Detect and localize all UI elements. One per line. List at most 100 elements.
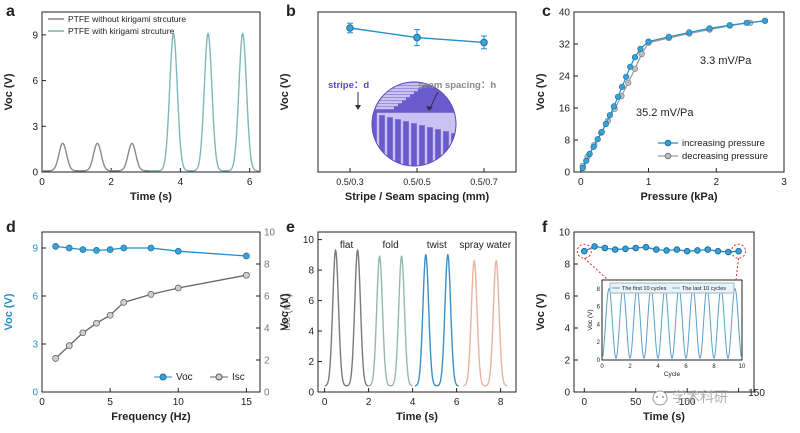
inset-series-line: [601, 288, 743, 359]
x-tick-label: 0: [582, 397, 588, 408]
data-point: [591, 243, 598, 250]
data-point: [583, 157, 590, 164]
data-point: [79, 246, 87, 253]
data-point: [610, 103, 618, 110]
x-tick-label: 50: [630, 397, 642, 408]
y-tick-label: 8: [564, 136, 570, 147]
data-point: [147, 291, 155, 298]
series-line: [324, 248, 369, 387]
y-tick-label: 9: [32, 244, 38, 255]
x-tick-label: 0: [322, 397, 328, 408]
data-point: [243, 252, 250, 260]
legend-entry: PTFE without kirigami strcuture: [68, 14, 186, 24]
data-point: [704, 246, 712, 253]
data-point: [174, 284, 182, 292]
data-point: [625, 79, 632, 86]
y-axis-label: Voc (V): [3, 293, 15, 330]
y-tick-label: 2: [564, 356, 570, 367]
data-point: [120, 244, 128, 252]
y-tick-label: 6: [32, 292, 38, 303]
inset-connector: [583, 257, 609, 281]
plot-frame: [317, 231, 517, 393]
inset-x-tick-label: 2: [628, 364, 632, 370]
x-tick-label: 4: [178, 177, 184, 188]
data-point: [147, 244, 155, 252]
data-point: [590, 143, 597, 150]
y-tick-label: 4: [264, 324, 270, 335]
series-line: [42, 142, 150, 172]
x-axis-label: Time (s): [643, 411, 685, 423]
group-label: spray water: [459, 240, 511, 251]
panel-letter: f: [542, 219, 548, 236]
wechat-icon: [652, 390, 668, 406]
y-tick-label: 40: [559, 8, 571, 19]
data-point: [642, 243, 650, 251]
data-point: [631, 54, 639, 61]
inset-x-tick-label: 0: [600, 364, 604, 370]
y-tick-label: 0: [32, 168, 38, 179]
data-point: [106, 311, 114, 319]
y-axis-label: Voc (V): [279, 293, 291, 330]
panel-e: 0 2 4 6 8 0 2 4 6 8 10 Time (s) Voc (V) flat fold twist…: [279, 231, 517, 423]
data-point: [594, 136, 601, 143]
x-tick-label: 150: [748, 388, 765, 399]
panel-b: 0.5/0.3 0.5/0.5 0.5/0.7 Stripe / Seam spaci…: [279, 11, 517, 203]
inset-y-tick-label: 6: [597, 305, 601, 311]
data-point: [93, 247, 100, 254]
y-axis-label: Voc (V): [535, 73, 547, 110]
y-tick-label: 3: [32, 340, 38, 351]
data-point: [686, 29, 693, 36]
data-point: [618, 83, 626, 90]
series-line: [368, 254, 413, 387]
x-tick-label: 0.5/0.7: [470, 177, 498, 187]
x-tick-label: 2: [108, 177, 114, 188]
y-tick-label: 3: [32, 122, 38, 133]
y-tick-label: 0: [564, 388, 570, 399]
y-tick-label: 0: [264, 388, 270, 399]
legend-entry: increasing pressure: [682, 138, 765, 149]
x-tick-label: 0.5/0.3: [336, 177, 364, 187]
series-line: [463, 259, 508, 387]
y-tick-label: 6: [308, 296, 314, 307]
data-point: [602, 120, 609, 128]
series-line: [414, 253, 459, 387]
data-point: [611, 246, 619, 253]
x-axis-label: Stripe / Seam spacing (mm): [345, 191, 490, 203]
y-axis-label: Voc (V): [279, 73, 291, 110]
data-point: [586, 150, 593, 158]
legend-entry: decreasing pressure: [682, 151, 768, 162]
plot-frame: [41, 11, 261, 173]
legend-entry: PTFE with kirigami strcuture: [68, 26, 175, 36]
panel-letter: c: [542, 3, 551, 20]
data-point: [480, 38, 488, 47]
highlight-circle: [731, 243, 747, 259]
y-tick-label: 8: [564, 260, 570, 271]
data-point: [614, 93, 622, 100]
data-point: [413, 33, 421, 42]
x-tick-label: 10: [173, 397, 185, 408]
group-label: fold: [383, 240, 399, 251]
y-tick-label: 8: [264, 260, 270, 271]
x-tick-label: 0.5/0.5: [403, 177, 431, 187]
data-point: [598, 128, 605, 136]
x-tick-label: 5: [107, 397, 113, 408]
data-point: [652, 246, 660, 253]
inset-legend-entry: The first 10 cycles: [622, 286, 667, 292]
y-tick-label: 10: [303, 235, 315, 246]
seam-label: seam spacing：h: [418, 80, 496, 91]
data-point: [174, 247, 182, 255]
highlight-circle: [576, 243, 592, 259]
y-axis-label: Voc (V): [535, 293, 547, 330]
data-point: [726, 22, 733, 29]
x-axis-label: Frequency (Hz): [111, 411, 191, 423]
legend-entry: Isc: [232, 372, 245, 383]
series-line: [55, 274, 247, 359]
legend-marker: [664, 139, 672, 147]
legend-marker: [215, 373, 223, 381]
y-tick-label: 6: [564, 292, 570, 303]
y2-axis-label: Isc (nA): [281, 293, 293, 331]
data-point: [65, 244, 73, 252]
data-point: [606, 112, 614, 119]
